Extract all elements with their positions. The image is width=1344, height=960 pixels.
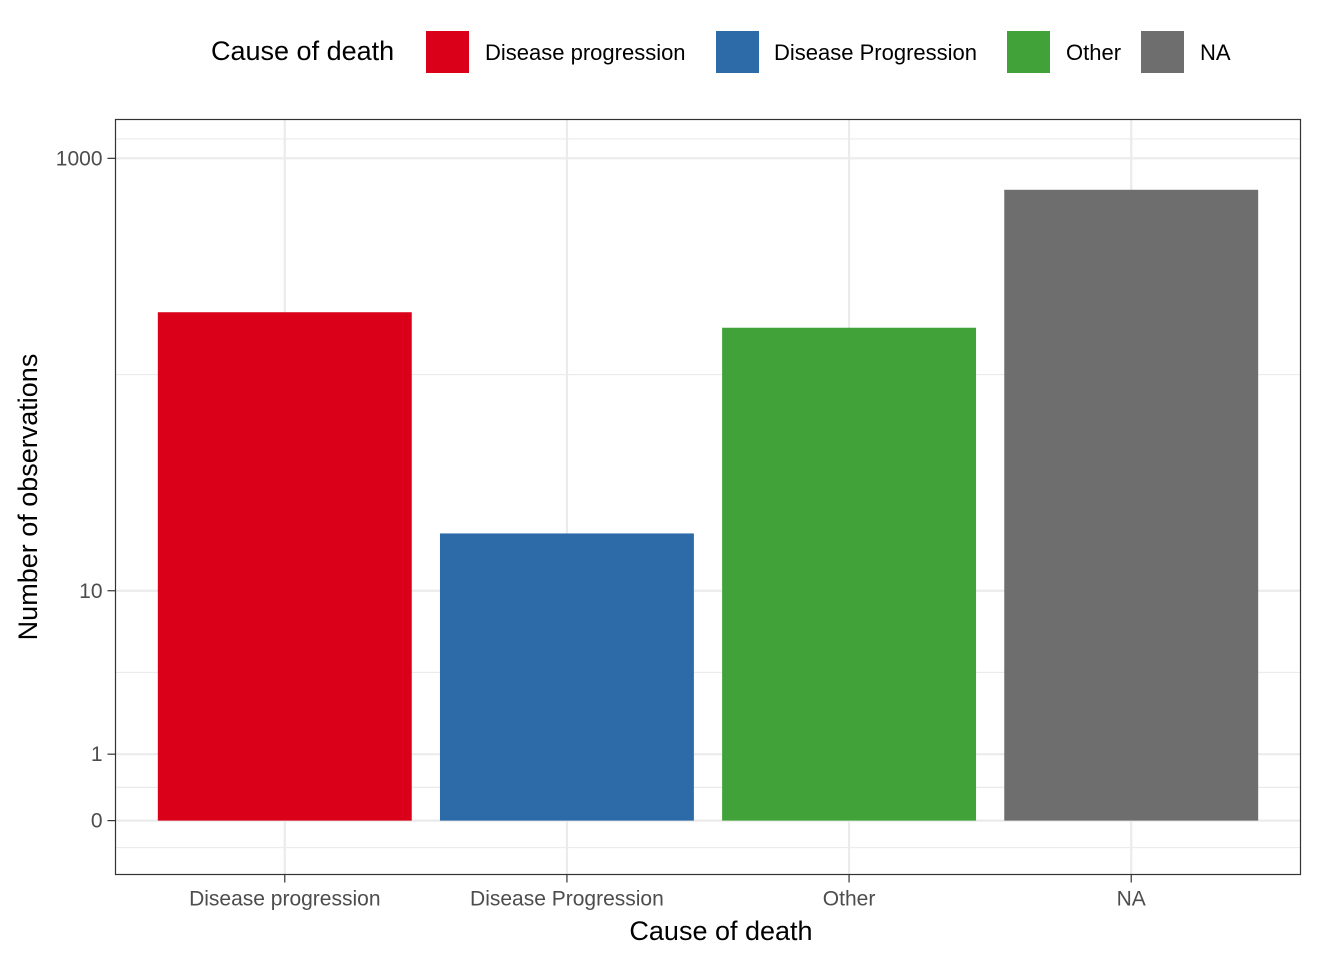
legend-label-other: Other [1066, 40, 1122, 65]
bar [722, 327, 977, 821]
bar [157, 312, 412, 821]
y-tick-label: 0 [91, 810, 103, 833]
bars [157, 189, 1259, 821]
x-tick-label: Disease progression [189, 888, 380, 911]
legend-key-disease-progression-capitalized [716, 31, 759, 73]
legend-label-na: NA [1200, 40, 1231, 65]
bar [1004, 189, 1259, 821]
y-axis-title: Number of observations [13, 354, 43, 641]
legend-title: Cause of death [211, 36, 395, 66]
x-tick-label: Other [823, 888, 876, 911]
x-tick-label: NA [1117, 888, 1146, 911]
legend-key-other [1007, 31, 1050, 73]
y-tick-label: 10 [79, 580, 102, 603]
x-axis: Disease progression Disease Progression Ot… [189, 874, 1146, 911]
y-tick-label: 1000 [56, 147, 103, 170]
y-axis: 0 1 10 1000 [56, 147, 116, 833]
bar [439, 533, 694, 821]
y-tick-label: 1 [91, 743, 103, 766]
legend-label-disease-progression-capitalized: Disease Progression [774, 40, 977, 65]
x-axis-title: Cause of death [629, 916, 812, 946]
legend-key-disease-progression [426, 31, 469, 73]
legend-key-na [1141, 31, 1184, 73]
panel-border [114, 118, 1302, 876]
legend-label-disease-progression: Disease progression [485, 40, 686, 65]
legend: Cause of death Disease progression Disea… [0, 30, 1344, 76]
x-tick-label: Disease Progression [470, 888, 664, 911]
